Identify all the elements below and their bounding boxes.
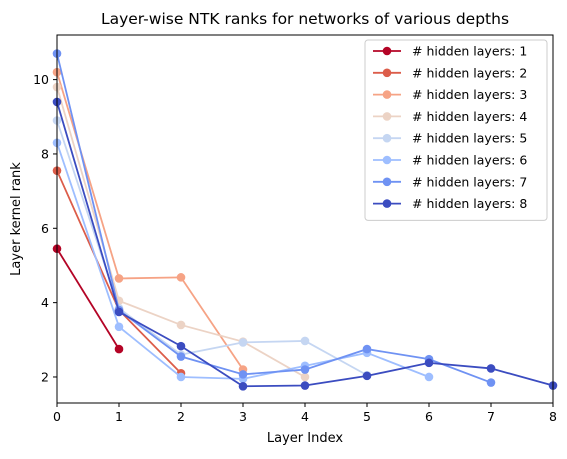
- legend-label: # hidden layers: 1: [412, 44, 527, 59]
- data-point: [115, 274, 124, 283]
- y-tick-label: 10: [33, 72, 49, 87]
- x-tick-label: 0: [53, 409, 61, 424]
- data-point: [239, 338, 248, 347]
- x-tick-label: 7: [487, 409, 495, 424]
- legend-label: # hidden layers: 3: [412, 87, 527, 102]
- legend-marker-swatch: [383, 156, 392, 165]
- x-axis: 0 1 2 3 4 5 6 7 8: [53, 403, 557, 424]
- y-tick-label: 4: [41, 295, 49, 310]
- data-point: [115, 345, 124, 354]
- x-axis-label: Layer Index: [267, 431, 343, 446]
- x-tick-label: 1: [115, 409, 123, 424]
- legend-label: # hidden layers: 7: [412, 174, 527, 189]
- legend-marker-swatch: [383, 69, 392, 78]
- x-tick-label: 2: [177, 409, 185, 424]
- y-tick-label: 8: [41, 146, 49, 161]
- data-point: [301, 365, 310, 374]
- data-point: [301, 373, 310, 382]
- series-line: [57, 72, 243, 369]
- legend-label: # hidden layers: 5: [412, 131, 527, 146]
- series-3: [53, 68, 248, 374]
- data-point: [487, 378, 496, 387]
- series-1: [53, 244, 124, 353]
- x-tick-label: 3: [239, 409, 247, 424]
- x-tick-label: 8: [549, 409, 557, 424]
- legend-label: # hidden layers: 4: [412, 109, 527, 124]
- legend-label: # hidden layers: 8: [412, 196, 527, 211]
- legend-label: # hidden layers: 6: [412, 153, 527, 168]
- legend-marker-swatch: [383, 90, 392, 99]
- data-point: [363, 345, 372, 354]
- legend-marker-swatch: [383, 199, 392, 208]
- x-tick-label: 5: [363, 409, 371, 424]
- data-point: [177, 342, 186, 351]
- data-point: [301, 337, 310, 346]
- series-4: [53, 83, 310, 382]
- legend-marker-swatch: [383, 47, 392, 56]
- legend-marker-swatch: [383, 134, 392, 143]
- legend-label: # hidden layers: 2: [412, 65, 527, 80]
- data-point: [425, 359, 434, 368]
- data-point: [239, 382, 248, 391]
- data-point: [177, 373, 186, 382]
- legend: # hidden layers: 1 # hidden layers: 2 # hi…: [365, 40, 547, 220]
- data-point: [239, 370, 248, 379]
- chart-title: Layer-wise NTK ranks for networks of var…: [101, 10, 509, 28]
- y-axis-label: Layer kernel rank: [9, 162, 24, 276]
- data-point: [425, 373, 434, 382]
- legend-marker-swatch: [383, 112, 392, 121]
- data-point: [177, 273, 186, 282]
- x-tick-label: 4: [301, 409, 309, 424]
- legend-marker-swatch: [383, 178, 392, 187]
- data-point: [177, 352, 186, 361]
- data-point: [177, 321, 186, 330]
- data-point: [487, 364, 496, 373]
- data-point: [115, 308, 124, 317]
- x-tick-label: 6: [425, 409, 433, 424]
- y-tick-label: 2: [41, 369, 49, 384]
- y-tick-label: 6: [41, 221, 49, 236]
- data-point: [301, 381, 310, 390]
- data-point: [363, 372, 372, 381]
- data-point: [115, 322, 124, 331]
